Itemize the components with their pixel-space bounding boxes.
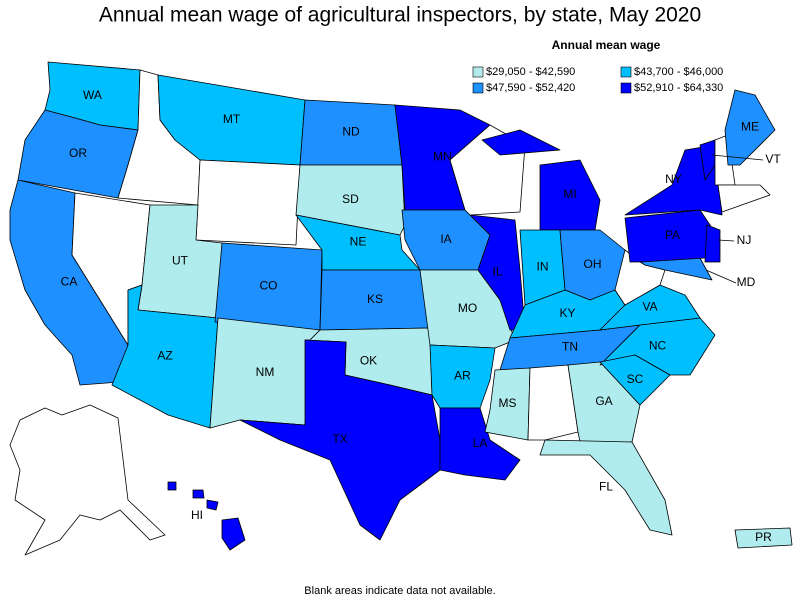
- state-label: WA: [83, 88, 102, 102]
- state: [481, 129, 601, 231]
- state-label: CO: [260, 279, 278, 293]
- state: [239, 339, 441, 541]
- state-label: SC: [627, 372, 644, 386]
- state: [295, 164, 406, 236]
- legend-label: $47,590 - $52,420: [486, 82, 575, 94]
- state-label: TX: [332, 432, 347, 446]
- state: [724, 89, 776, 166]
- state-label: PR: [755, 530, 772, 544]
- legend-title: Annual mean wage: [552, 38, 661, 52]
- legend-label: $43,700 - $46,000: [634, 66, 723, 78]
- state-label: UT: [172, 254, 189, 268]
- state: [9, 404, 166, 556]
- state-label: AR: [454, 369, 471, 383]
- state-label: NY: [665, 172, 682, 186]
- state-label: IN: [537, 260, 549, 274]
- state-label: MI: [563, 187, 576, 201]
- state-label: CA: [61, 275, 78, 289]
- state: [599, 354, 671, 406]
- states: [9, 61, 793, 556]
- state-label: ND: [342, 125, 360, 139]
- state: [704, 224, 721, 263]
- state-label: KS: [367, 292, 383, 306]
- state-label: NE: [350, 235, 367, 249]
- leader-line: [711, 154, 764, 161]
- legend-label: $52,910 - $64,330: [634, 82, 723, 94]
- state-label: MO: [458, 301, 477, 315]
- state-label: MS: [499, 396, 517, 410]
- state-label: MN: [433, 150, 452, 164]
- state-label: TN: [562, 340, 578, 354]
- state-label: OR: [69, 146, 87, 160]
- state-label: FL: [599, 480, 613, 494]
- state-label: NJ: [737, 233, 752, 247]
- legend-label: $29,050 - $42,590: [486, 66, 575, 78]
- state: [195, 159, 301, 246]
- state: [734, 527, 793, 549]
- state-label: LA: [473, 436, 488, 450]
- state: [484, 367, 531, 441]
- legend-swatch: [472, 66, 484, 78]
- map-title: Annual mean wage of agricultural inspect…: [99, 4, 701, 27]
- state-label: MD: [737, 275, 756, 289]
- state-label: IL: [492, 265, 502, 279]
- state: [539, 439, 673, 536]
- legend-swatch: [620, 66, 632, 78]
- state-label: HI: [191, 508, 203, 522]
- state: [167, 481, 246, 551]
- leader-line: [717, 239, 735, 242]
- state-label: NM: [256, 365, 275, 379]
- state-label: NC: [649, 339, 667, 353]
- state-label: ME: [741, 120, 759, 134]
- legend: $29,050 - $42,590 $43,700 - $46,000 $47,59…: [472, 66, 723, 94]
- state: [527, 364, 579, 441]
- footnote: Blank areas indicate data not available.: [304, 585, 495, 597]
- state-label: GA: [595, 394, 612, 408]
- legend-swatch: [620, 82, 632, 94]
- state-label: VT: [765, 152, 781, 166]
- state: [439, 407, 521, 481]
- state-label: MT: [223, 112, 241, 126]
- state-label: AZ: [157, 349, 172, 363]
- state-label: PA: [665, 228, 680, 242]
- state-label: OK: [360, 354, 377, 368]
- state: [469, 214, 526, 331]
- state-label: KY: [559, 306, 575, 320]
- state-label: OH: [584, 257, 602, 271]
- state-label: VA: [642, 300, 657, 314]
- state: [717, 184, 771, 213]
- legend-swatch: [472, 82, 484, 94]
- state-label: SD: [342, 192, 359, 206]
- leader-line: [705, 269, 737, 284]
- state-label: IA: [440, 232, 451, 246]
